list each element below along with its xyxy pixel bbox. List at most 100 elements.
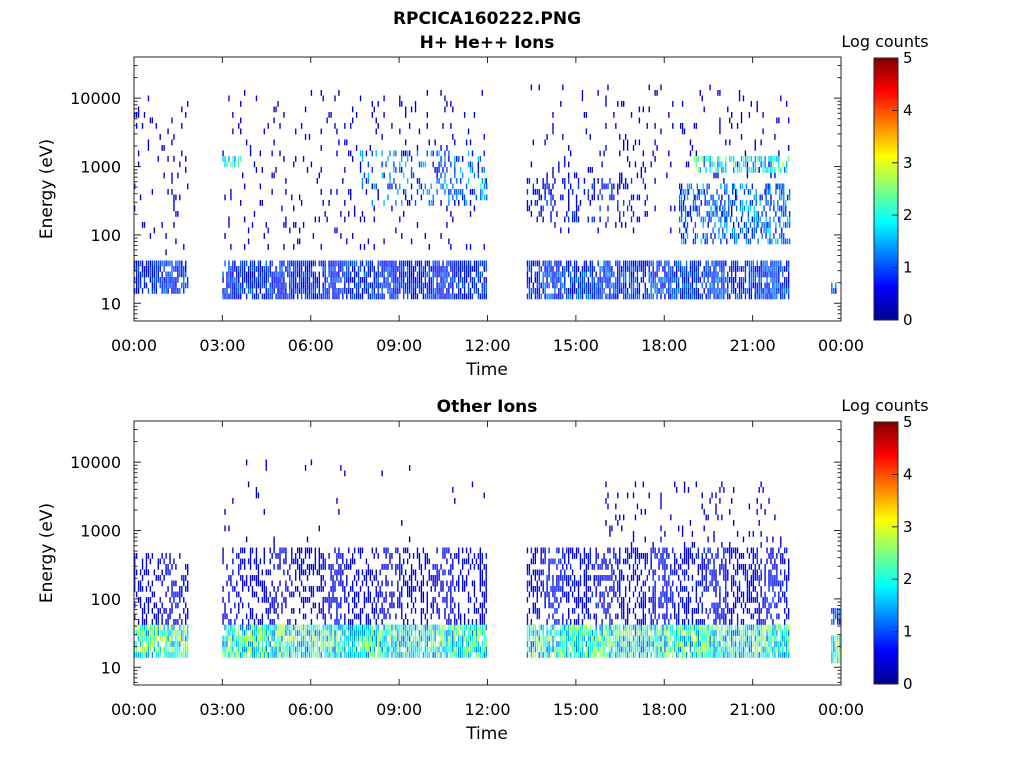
spectrogram-cell	[456, 553, 458, 559]
spectrogram-cell	[605, 641, 607, 647]
spectrogram-cell	[318, 646, 320, 653]
spectrogram-cell	[715, 205, 717, 212]
spectrogram-cell	[389, 266, 391, 272]
spectrogram-cell	[774, 260, 776, 267]
spectrogram-cell	[181, 150, 183, 157]
spectrogram-cell	[654, 156, 656, 162]
spectrogram-cell	[228, 293, 230, 300]
spectrogram-cell	[389, 183, 391, 190]
spectrogram-cell	[534, 271, 536, 278]
spectrogram-cell	[477, 635, 480, 642]
spectrogram-cell	[458, 266, 460, 272]
spectrogram-cell	[401, 277, 403, 283]
spectrogram-cell	[416, 282, 419, 289]
spectrogram-cell	[399, 591, 401, 598]
spectrogram-cell	[371, 630, 373, 636]
spectrogram-cell	[766, 260, 768, 267]
spectrogram-cell	[326, 630, 328, 636]
spectrogram-cell	[145, 652, 148, 658]
spectrogram-cell	[297, 293, 299, 300]
spectrogram-cell	[788, 216, 791, 223]
spectrogram-cell	[783, 189, 785, 195]
spectrogram-cell	[359, 216, 362, 223]
spectrogram-cell	[485, 580, 487, 587]
spectrogram-cell	[599, 288, 601, 294]
spectrogram-cell	[371, 150, 373, 157]
spectrogram-cell	[295, 635, 297, 642]
spectrogram-cell	[283, 222, 285, 228]
spectrogram-cell	[428, 630, 430, 636]
spectrogram-cell	[416, 260, 419, 267]
spectrogram-cell	[760, 277, 762, 283]
spectrogram-cell	[666, 260, 668, 267]
spectrogram-cell	[769, 238, 771, 245]
spectrogram-cell	[591, 183, 593, 190]
spectrogram-cell	[304, 624, 307, 631]
spectrogram-cell	[304, 547, 307, 554]
spectrogram-cell	[469, 211, 472, 217]
spectrogram-cell	[373, 652, 375, 658]
spectrogram-cell	[245, 613, 248, 620]
spectrogram-cell	[230, 630, 232, 636]
spectrogram-cell	[344, 288, 346, 294]
spectrogram-cell	[249, 641, 252, 647]
spectrogram-cell	[688, 211, 691, 217]
spectrogram-cell	[719, 117, 721, 124]
spectrogram-cell	[483, 641, 485, 647]
spectrogram-cell	[754, 277, 756, 283]
spectrogram-cell	[617, 282, 619, 289]
spectrogram-cell	[460, 271, 462, 278]
spectrogram-cell	[183, 575, 185, 581]
spectrogram-cell	[440, 156, 442, 162]
spectrogram-cell	[159, 630, 161, 636]
spectrogram-cell	[587, 641, 590, 647]
spectrogram-cell	[367, 597, 370, 603]
spectrogram-cell	[328, 652, 330, 658]
spectrogram-cell	[346, 597, 348, 603]
spectrogram-cell	[177, 591, 179, 598]
spectrogram-cell	[768, 183, 770, 190]
spectrogram-cell	[310, 646, 313, 653]
spectrogram-cell	[463, 266, 466, 272]
spectrogram-cell	[458, 260, 460, 267]
spectrogram-cell	[730, 200, 732, 206]
spectrogram-cell	[595, 624, 597, 631]
spectrogram-cell	[725, 156, 727, 162]
spectrogram-cell	[336, 150, 338, 157]
spectrogram-cell	[670, 205, 672, 212]
spectrogram-cell	[159, 266, 161, 272]
spectrogram-cell	[375, 277, 377, 283]
spectrogram-cell	[361, 293, 364, 300]
spectrogram-cell	[670, 271, 672, 278]
spectrogram-cell	[552, 277, 554, 283]
spectrogram-cell	[263, 624, 265, 631]
spectrogram-cell	[579, 293, 582, 300]
spectrogram-cell	[263, 293, 265, 300]
spectrogram-cell	[564, 156, 566, 162]
spectrogram-cell	[401, 591, 403, 598]
spectrogram-cell	[367, 652, 370, 658]
spectrogram-cell	[454, 635, 456, 642]
spectrogram-cell	[774, 172, 776, 179]
spectrogram-cell	[640, 260, 643, 267]
spectrogram-cell	[693, 277, 696, 283]
spectrogram-cell	[253, 646, 256, 653]
spectrogram-cell	[167, 156, 169, 162]
spectrogram-cell	[747, 189, 750, 195]
spectrogram-cell	[177, 260, 179, 267]
spectrogram-cell	[300, 630, 303, 636]
spectrogram-cell	[412, 652, 415, 658]
spectrogram-cell	[293, 646, 295, 653]
spectrogram-cell	[143, 112, 146, 118]
spectrogram-cell	[389, 271, 391, 278]
spectrogram-cell	[259, 150, 262, 157]
spectrogram-cell	[318, 608, 320, 614]
spectrogram-cell	[558, 167, 560, 173]
spectrogram-cell	[181, 271, 183, 278]
spectrogram-cell	[263, 277, 265, 283]
spectrogram-cell	[650, 277, 652, 283]
spectrogram-cell	[183, 271, 185, 278]
spectrogram-cell	[224, 525, 226, 532]
spectrogram-cell	[593, 189, 595, 195]
spectrogram-cell	[475, 619, 478, 625]
